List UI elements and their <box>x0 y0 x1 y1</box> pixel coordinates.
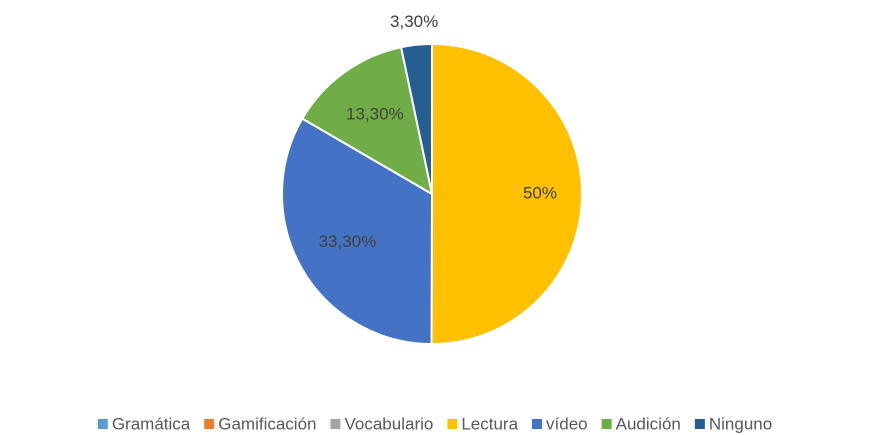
pie-slice <box>281 117 434 346</box>
legend: Gramática Gamificación Vocabulario Lectura v… <box>97 414 772 433</box>
data-label: 33,30% <box>319 232 377 251</box>
legend-label: Audición <box>616 414 681 433</box>
legend-swatch <box>532 419 543 429</box>
legend-swatch <box>694 419 705 429</box>
pie-slice <box>300 46 434 196</box>
legend-label: Ninguno <box>709 414 772 433</box>
legend-swatch <box>601 419 612 429</box>
legend-label: vídeo <box>546 414 588 433</box>
data-label: 50% <box>523 184 557 203</box>
legend-label: Lectura <box>461 414 518 433</box>
data-label: 3,30% <box>390 12 438 31</box>
legend-label: Gamificación <box>218 414 316 433</box>
legend-swatch <box>447 419 458 429</box>
legend-swatch <box>204 419 215 429</box>
pie-slice <box>430 42 583 345</box>
legend-swatch <box>97 419 108 429</box>
legend-label: Vocabulario <box>345 414 434 433</box>
legend-swatch <box>330 419 341 429</box>
legend-label: Gramática <box>112 414 191 433</box>
pie-slice <box>399 42 433 195</box>
data-label: 13,30% <box>346 104 404 123</box>
